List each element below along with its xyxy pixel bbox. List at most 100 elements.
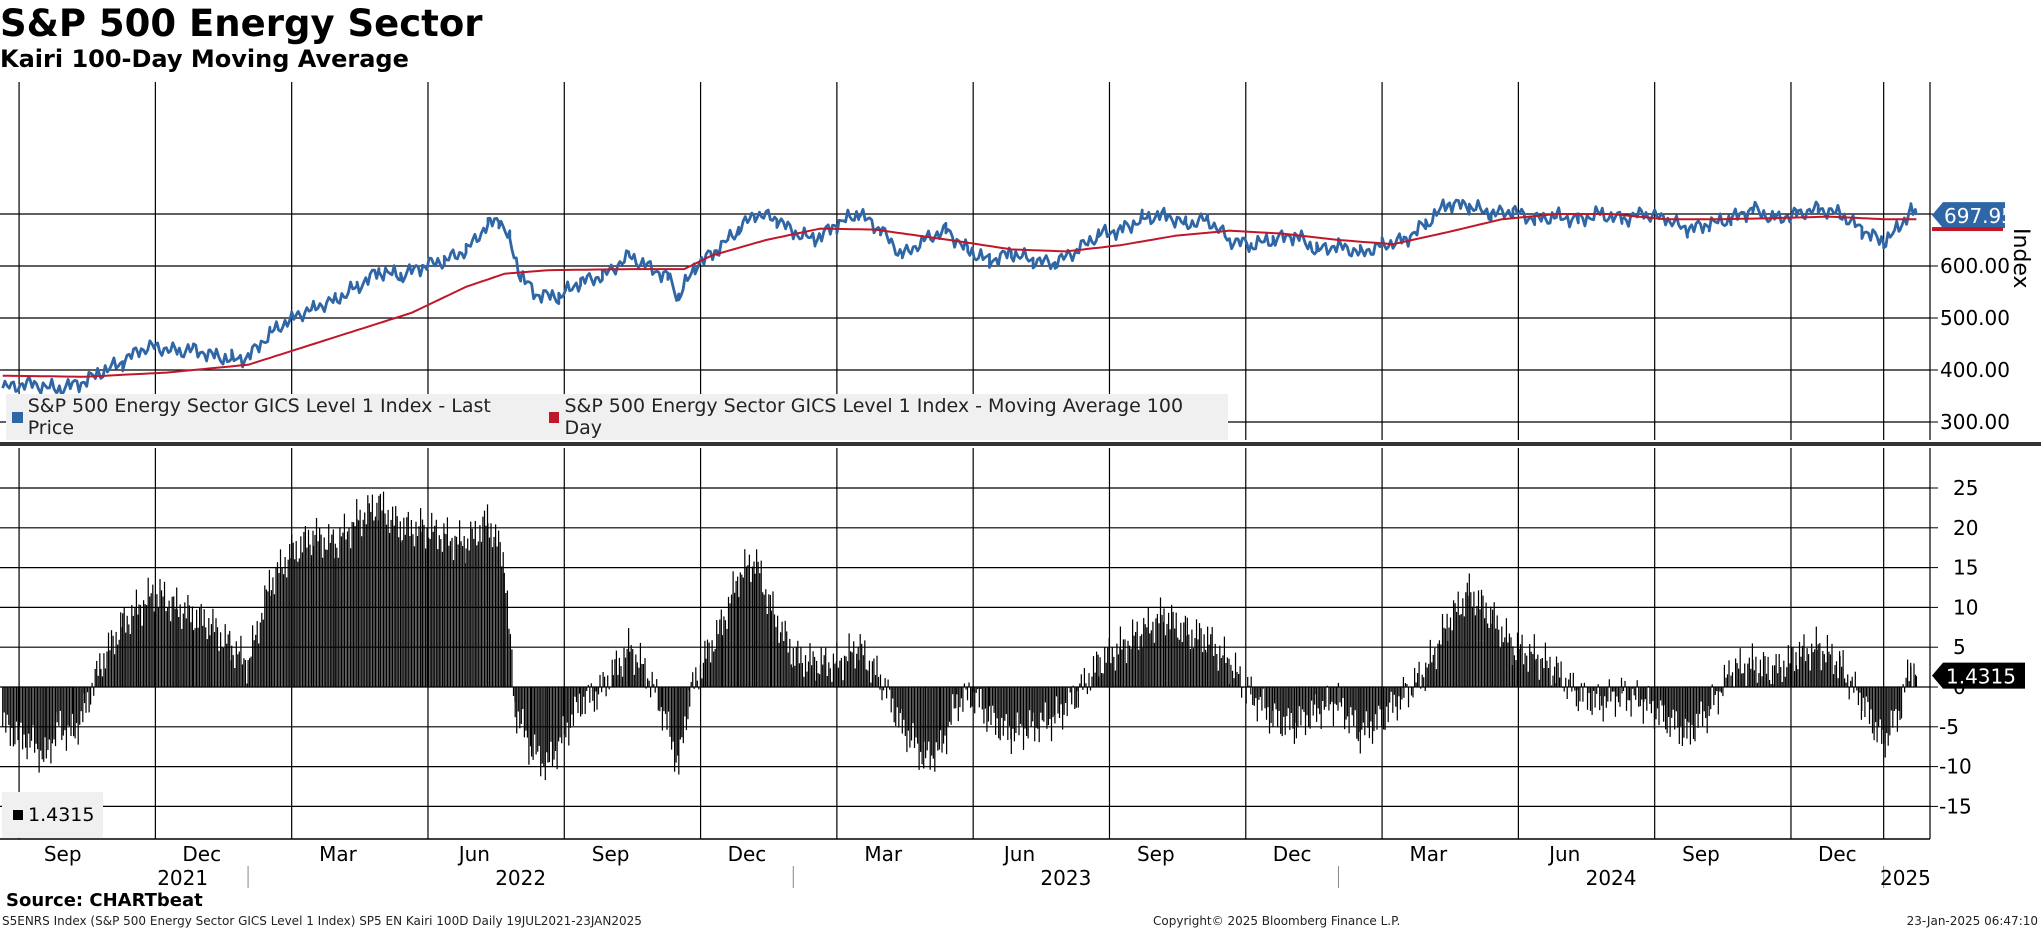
kairi-bar-651	[956, 687, 958, 695]
kairi-bar-121	[179, 604, 181, 687]
kairi-bar-866	[1270, 687, 1272, 724]
x-month-label-8: Sep	[1137, 842, 1175, 866]
kairi-bar-1096	[1604, 687, 1606, 697]
kairi-bar-32	[50, 687, 52, 764]
kairi-bar-254	[374, 516, 377, 687]
kairi-bar-672	[987, 687, 990, 722]
kairi-bar-665	[977, 687, 979, 690]
kairi-bar-1233	[1803, 634, 1805, 687]
kairi-bar-372	[546, 687, 548, 753]
kairi-bar-625	[918, 687, 920, 770]
kairi-bar-113	[168, 600, 170, 687]
kairi-bar-763	[1119, 626, 1122, 687]
kairi-ytick-label--15: -15	[1939, 794, 1972, 818]
kairi-bar-1309	[1913, 663, 1915, 687]
kairi-bar-342	[502, 552, 504, 687]
kairi-bar-69	[103, 653, 105, 687]
kairi-bar-176	[261, 612, 263, 687]
kairi-bar-1044	[1529, 644, 1531, 687]
kairi-bar-40	[61, 687, 63, 741]
kairi-bar-745	[1094, 672, 1096, 687]
kairi-bar-752	[1104, 647, 1106, 687]
kairi-bar-707	[1038, 687, 1040, 743]
kairi-bar-1123	[1643, 687, 1645, 702]
kairi-bar-813	[1192, 648, 1195, 687]
kairi-ytick-label--5: -5	[1939, 715, 1959, 739]
kairi-bar-18	[29, 687, 31, 748]
kairi-bar-794	[1164, 635, 1167, 687]
kairi-bar-295	[434, 525, 436, 687]
kairi-bar-170	[252, 625, 254, 687]
kairi-bar-92	[137, 614, 139, 687]
kairi-bar-732	[1075, 687, 1077, 708]
kairi-bar-107	[159, 579, 161, 687]
kairi-bar-85	[126, 615, 128, 687]
kairi-bar-1188	[1738, 668, 1740, 687]
kairi-bar-163	[241, 664, 244, 687]
kairi-bar-1279	[1870, 687, 1872, 710]
kairi-bar-969	[1420, 687, 1422, 689]
kairi-bar-844	[1238, 674, 1240, 687]
kairi-bar-252	[371, 494, 374, 687]
kairi-bar-1296	[1895, 687, 1897, 710]
kairi-bar-592	[870, 682, 872, 687]
kairi-bar-1234	[1805, 661, 1807, 687]
kairi-bar-355	[520, 687, 522, 724]
kairi-bar-854	[1252, 687, 1254, 705]
kairi-bar-953	[1396, 687, 1398, 721]
kairi-bar-808	[1185, 635, 1187, 687]
kairi-bar-497	[730, 594, 733, 687]
kairi-bar-120	[178, 617, 180, 687]
kairi-bar-760	[1116, 643, 1118, 687]
kairi-bar-1033	[1512, 646, 1514, 687]
kairi-bar-469	[689, 687, 691, 707]
kairi-bar-1161	[1699, 687, 1701, 714]
kairi-bar-1063	[1555, 656, 1558, 687]
kairi-bar-607	[892, 687, 894, 699]
kairi-bar-332	[487, 523, 489, 687]
kairi-bar-1073	[1571, 687, 1573, 692]
kairi-bar-1066	[1560, 661, 1562, 687]
kairi-bar-127	[188, 605, 191, 687]
kairi-bar-1260	[1842, 650, 1844, 687]
kairi-bar-548	[806, 671, 808, 687]
kairi-bar-147	[218, 650, 220, 687]
kairi-bar-1259	[1841, 666, 1843, 687]
kairi-bar-764	[1121, 649, 1123, 687]
kairi-bar-734	[1077, 687, 1079, 708]
kairi-bar-1230	[1798, 641, 1801, 687]
kairi-bar-821	[1205, 649, 1207, 687]
kairi-bar-836	[1226, 657, 1229, 687]
kairi-bar-1076	[1575, 687, 1578, 707]
kairi-bar-835	[1225, 663, 1227, 687]
kairi-bar-899	[1317, 687, 1319, 709]
kairi-bar-1006	[1473, 591, 1475, 687]
kairi-bar-729	[1071, 687, 1073, 705]
kairi-bar-843	[1236, 672, 1238, 687]
kairi-bar-709	[1041, 687, 1043, 721]
kairi-bar-212	[312, 545, 315, 687]
kairi-bar-318	[467, 538, 469, 687]
kairi-bar-402	[590, 683, 592, 687]
kairi-bar-1258	[1839, 655, 1841, 687]
kairi-bar-1018	[1490, 623, 1492, 687]
kairi-bar-116	[173, 596, 175, 687]
kairi-bar-537	[790, 664, 792, 687]
kairi-bar-246	[362, 519, 364, 687]
kairi-bar-565	[831, 681, 833, 687]
x-month-label-3: Jun	[457, 842, 490, 866]
kairi-bar-693	[1018, 687, 1020, 736]
kairi-bar-723	[1062, 687, 1064, 730]
kairi-bar-273	[401, 540, 403, 687]
kairi-bar-11	[18, 687, 21, 726]
kairi-bar-272	[400, 541, 402, 687]
kairi-bar-989	[1448, 627, 1450, 687]
kairi-bar-889	[1303, 687, 1305, 712]
kairi-bar-1273	[1861, 687, 1863, 711]
kairi-bar-287	[421, 519, 424, 687]
kairi-bar-1163	[1702, 687, 1704, 727]
moving-average-line	[2, 213, 1917, 378]
kairi-bar-640	[939, 687, 942, 731]
kairi-bar-1168	[1708, 687, 1710, 716]
kairi-bar-873	[1280, 687, 1282, 734]
